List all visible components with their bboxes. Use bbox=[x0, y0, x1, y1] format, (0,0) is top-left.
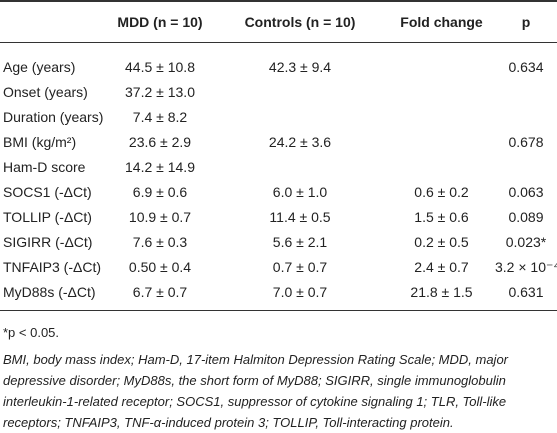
table-row: MyD88s (-ΔCt) 6.7 ± 0.7 7.0 ± 0.7 21.8 ± 1.… bbox=[0, 280, 557, 311]
footnote: *p < 0.05. bbox=[3, 325, 60, 340]
table-cell bbox=[212, 155, 388, 180]
table-row: Age (years) 44.5 ± 10.8 42.3 ± 9.4 0.634 bbox=[0, 43, 557, 80]
table-cell bbox=[495, 155, 557, 180]
table-cell: 21.8 ± 1.5 bbox=[410, 283, 473, 300]
header-cell: Fold change bbox=[388, 1, 495, 43]
row-label: Onset (years) bbox=[3, 84, 88, 100]
header-cell: Controls (n = 10) bbox=[212, 1, 388, 43]
table-cell bbox=[388, 80, 495, 105]
table-cell: 2.4 ± 0.7 bbox=[414, 259, 469, 275]
table-row: Onset (years) 37.2 ± 13.0 bbox=[0, 80, 557, 105]
table-cell: 6.7 ± 0.7 bbox=[132, 283, 188, 300]
table-row: SIGIRR (-ΔCt) 7.6 ± 0.3 5.6 ± 2.1 0.2 ± 0.5… bbox=[0, 230, 557, 255]
table-cell: 23.6 ± 2.9 bbox=[128, 134, 192, 150]
table-cell: 7.4 ± 8.2 bbox=[132, 109, 188, 125]
table-cell: 42.3 ± 9.4 bbox=[268, 59, 332, 76]
header-row: MDD (n = 10) Controls (n = 10) Fold change… bbox=[0, 1, 557, 43]
row-label: TNFAIP3 (-ΔCt) bbox=[3, 259, 102, 275]
table-cell: 6.0 ± 1.0 bbox=[272, 184, 328, 200]
row-label: SIGIRR (-ΔCt) bbox=[3, 234, 93, 250]
table-row: Ham-D score 14.2 ± 14.9 bbox=[0, 155, 557, 180]
header-cell bbox=[0, 1, 108, 43]
table-row: SOCS1 (-ΔCt) 6.9 ± 0.6 6.0 ± 1.0 0.6 ± 0.2 0… bbox=[0, 180, 557, 205]
row-label: TOLLIP (-ΔCt) bbox=[3, 209, 92, 225]
table-cell: 0.6 ± 0.2 bbox=[414, 184, 469, 200]
table-cell bbox=[495, 80, 557, 105]
table-cell bbox=[388, 43, 495, 80]
table-cell: 10.9 ± 0.7 bbox=[128, 209, 192, 225]
table-row: TOLLIP (-ΔCt) 10.9 ± 0.7 11.4 ± 0.5 1.5 ± 0… bbox=[0, 205, 557, 230]
table-cell bbox=[212, 80, 388, 105]
table-cell bbox=[388, 105, 495, 130]
table-cell: 3.2 × 10⁻⁴* bbox=[495, 258, 557, 275]
table-cell: 24.2 ± 3.6 bbox=[268, 134, 332, 150]
table-cell: 5.6 ± 2.1 bbox=[272, 234, 328, 250]
table-cell bbox=[212, 105, 388, 130]
header-cell: p bbox=[495, 1, 557, 43]
footnote: BMI, body mass index; Ham-D, 17-item Hal… bbox=[3, 352, 509, 430]
row-label: Duration (years) bbox=[3, 109, 104, 125]
data-table: MDD (n = 10) Controls (n = 10) Fold change… bbox=[0, 0, 557, 311]
footnotes: *p < 0.05. BMI, body mass index; Ham-D, … bbox=[0, 325, 557, 433]
table-row: BMI (kg/m²) 23.6 ± 2.9 24.2 ± 3.6 0.678 bbox=[0, 130, 557, 155]
table-cell: 0.063 bbox=[508, 184, 544, 200]
table-cell: 7.0 ± 0.7 bbox=[272, 283, 328, 300]
table-cell: 0.50 ± 0.4 bbox=[128, 259, 192, 275]
table-cell: 37.2 ± 13.0 bbox=[125, 84, 195, 100]
table-cell: 44.5 ± 10.8 bbox=[125, 59, 195, 76]
table-cell: 0.631 bbox=[508, 283, 544, 300]
table-cell bbox=[388, 155, 495, 180]
table-body: Age (years) 44.5 ± 10.8 42.3 ± 9.4 0.634 Ons… bbox=[0, 43, 557, 311]
table-cell: 0.7 ± 0.7 bbox=[272, 259, 328, 275]
table-cell: 0.023* bbox=[505, 234, 547, 250]
table-cell: 0.2 ± 0.5 bbox=[414, 234, 469, 250]
table-row: Duration (years) 7.4 ± 8.2 bbox=[0, 105, 557, 130]
row-label: SOCS1 (-ΔCt) bbox=[3, 184, 92, 200]
table-cell: 14.2 ± 14.9 bbox=[125, 159, 195, 175]
row-label: BMI (kg/m²) bbox=[3, 134, 77, 150]
table-cell bbox=[388, 130, 495, 155]
row-label: Age (years) bbox=[3, 59, 76, 76]
table-cell: 6.9 ± 0.6 bbox=[132, 184, 188, 200]
table-cell: 11.4 ± 0.5 bbox=[269, 209, 331, 225]
table-cell: 7.6 ± 0.3 bbox=[132, 234, 188, 250]
row-label: Ham-D score bbox=[3, 159, 86, 175]
table-cell: 1.5 ± 0.6 bbox=[414, 209, 469, 225]
row-label: MyD88s (-ΔCt) bbox=[3, 283, 96, 300]
table-cell: 0.634 bbox=[508, 59, 544, 76]
table-cell: 0.678 bbox=[508, 134, 544, 150]
header-cell: MDD (n = 10) bbox=[108, 1, 212, 43]
table-row: TNFAIP3 (-ΔCt) 0.50 ± 0.4 0.7 ± 0.7 2.4 ± 0… bbox=[0, 255, 557, 280]
table-cell bbox=[495, 105, 557, 130]
table-cell: 0.089 bbox=[508, 209, 544, 225]
